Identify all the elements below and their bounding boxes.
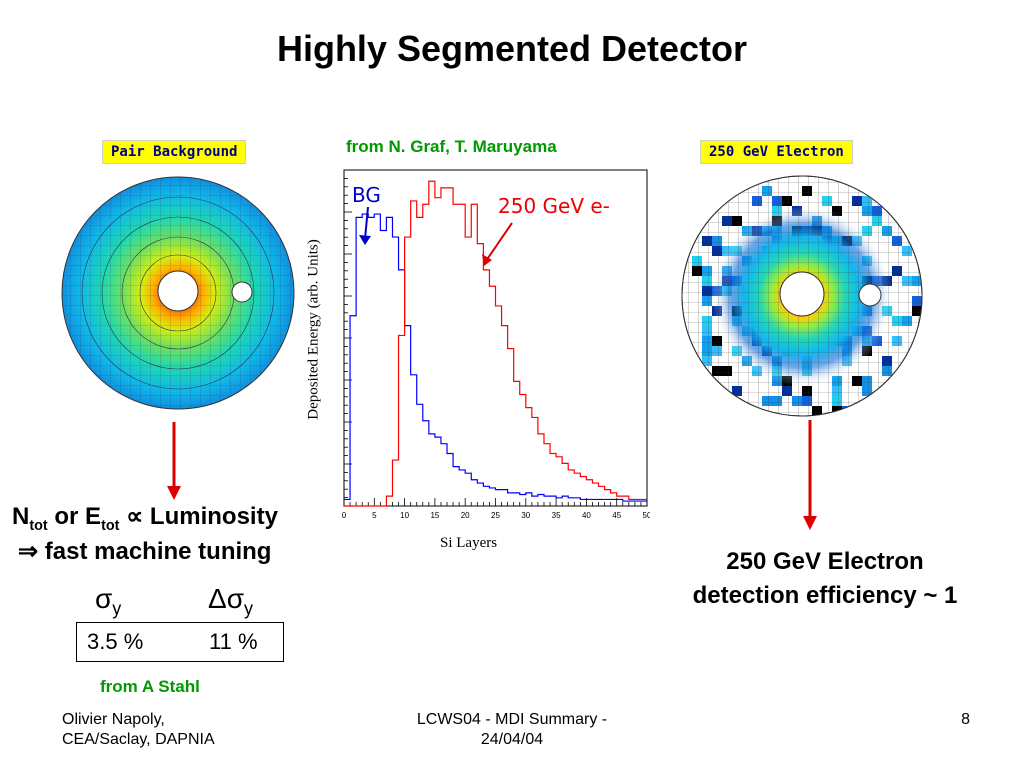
exit-hole <box>858 283 882 307</box>
page-number: 8 <box>961 711 970 728</box>
y-axis-label-wrap: Deposited Energy (arb. Units) <box>302 213 328 453</box>
n-tot: N <box>12 503 30 530</box>
series-layer <box>344 180 647 507</box>
sigma-y-header: σy <box>95 583 122 619</box>
plot-frame <box>343 169 648 507</box>
electron-annotation: 250 GeV e- <box>498 194 610 218</box>
exit-hole <box>231 281 253 303</box>
x-axis-label: Si Layers <box>440 535 498 551</box>
fast-tuning-text: ⇒ fast machine tuning <box>18 538 272 565</box>
x-tick-label: 5 <box>372 511 377 520</box>
x-tick-label: 35 <box>552 511 561 520</box>
delta-sigma-y-value: 11 % <box>209 629 258 654</box>
luminosity-text: Ntot or Etot ∝ Luminosity <box>12 503 278 534</box>
sigma-table: 3.5 % 11 % <box>76 622 284 662</box>
x-tick-label: 25 <box>491 511 500 520</box>
x-tick-label: 20 <box>461 511 470 520</box>
x-tick-label: 10 <box>400 511 409 520</box>
y-axis-label: Deposited Energy (arb. Units) <box>305 239 322 420</box>
pair-background-label: Pair Background <box>102 140 247 164</box>
delta-sigma-y-header: Δσy <box>208 583 253 619</box>
pair-background-disk <box>61 176 295 410</box>
series-bg-line <box>344 213 647 502</box>
footer-author: Olivier Napoly, CEA/Saclay, DAPNIA <box>62 711 215 748</box>
result-line-2: detection efficiency ~ 1 <box>692 582 958 609</box>
left-arrow <box>167 422 181 500</box>
electron-disk <box>681 175 923 417</box>
bg-arrow <box>359 206 371 245</box>
beam-hole <box>157 270 199 312</box>
electron-label: 250 GeV Electron <box>700 140 853 164</box>
graf-credit: from N. Graf, T. Maruyama <box>346 137 557 156</box>
energy-chart: 0 5 10 15 20 25 30 35 40 45 50 <box>342 169 650 520</box>
x-tick-label: 40 <box>582 511 591 520</box>
beam-hole <box>779 271 825 317</box>
stahl-credit: from A Stahl <box>100 677 200 696</box>
x-tick-label: 30 <box>521 511 530 520</box>
sigma-y-value: 3.5 % <box>87 629 144 654</box>
footer-conference: LCWS04 - MDI Summary - 24/04/04 <box>416 711 608 748</box>
x-tick-label: 15 <box>430 511 439 520</box>
x-tick-label: 50 <box>643 511 650 520</box>
slide-title: Highly Segmented Detector <box>276 28 748 69</box>
series-electron-line <box>344 180 647 507</box>
electron-arrow <box>482 222 513 266</box>
result-line-1: 250 GeV Electron <box>726 548 924 575</box>
x-tick-label: 45 <box>612 511 621 520</box>
x-tick-label: 0 <box>342 511 347 520</box>
right-arrow <box>803 420 817 530</box>
bg-annotation: BG <box>352 183 381 207</box>
